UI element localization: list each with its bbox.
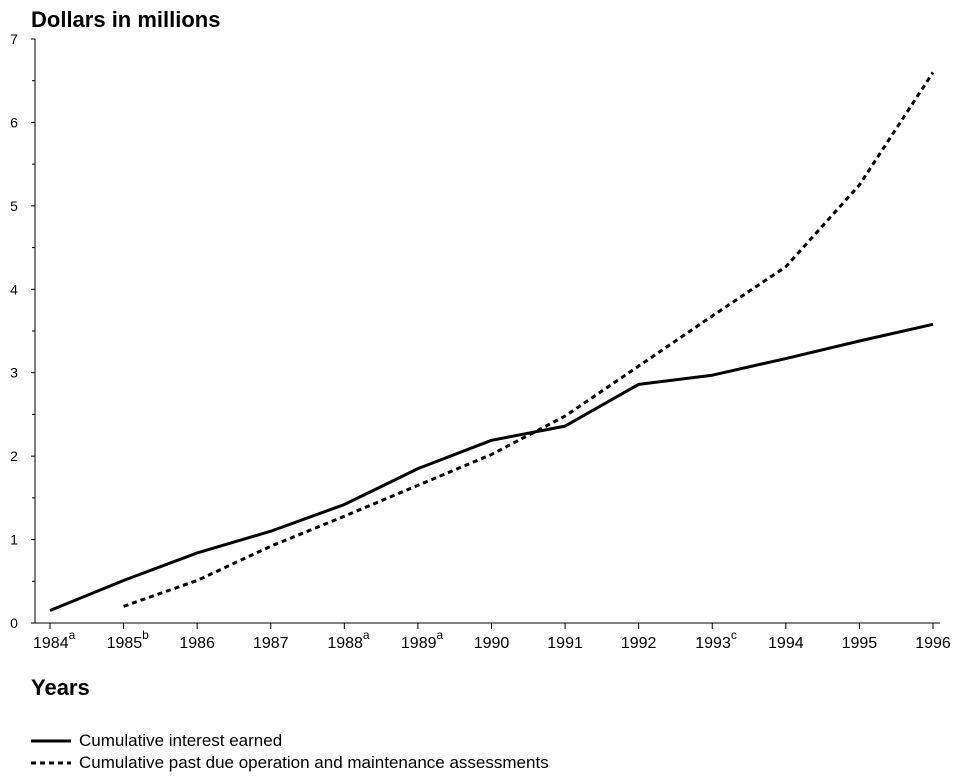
x-tick-label: 1995 xyxy=(842,635,878,652)
legend-item-interest: Cumulative interest earned xyxy=(31,730,549,752)
x-tick-label: 1996 xyxy=(915,635,951,652)
x-tick-label: 1987 xyxy=(253,635,289,652)
x-axis-title: Years xyxy=(31,675,90,700)
x-tick-label: 1984a xyxy=(33,628,76,652)
x-tick-label: 1988a xyxy=(327,628,370,652)
series-line-assessments xyxy=(123,71,935,608)
y-tick-label: 3 xyxy=(10,365,18,381)
legend-swatch-solid xyxy=(31,739,71,743)
y-tick-label: 5 xyxy=(10,198,18,214)
x-tick-label: 1991 xyxy=(547,635,583,652)
y-tick-label: 0 xyxy=(10,615,18,631)
legend-item-assessments: Cumulative past due operation and mainte… xyxy=(31,752,549,774)
y-tick-label: 1 xyxy=(10,532,18,548)
y-axis-ticks: 0 1 2 3 4 5 6 7 xyxy=(10,31,35,631)
series-lines xyxy=(49,71,935,612)
series-line-interest xyxy=(49,322,934,612)
chart-axes xyxy=(34,39,940,624)
y-tick-label: 6 xyxy=(10,114,18,130)
y-axis-title: Dollars in millions xyxy=(31,7,221,32)
x-tick-label: 1985b xyxy=(107,628,150,652)
x-tick-label: 1994 xyxy=(768,635,804,652)
x-tick-label: 1989a xyxy=(401,628,444,652)
x-tick-label: 1990 xyxy=(474,635,510,652)
legend-label-interest: Cumulative interest earned xyxy=(79,731,283,750)
legend-label-assessments: Cumulative past due operation and mainte… xyxy=(79,753,549,772)
x-tick-label: 1992 xyxy=(621,635,657,652)
x-tick-label: 1986 xyxy=(179,635,215,652)
y-tick-label: 2 xyxy=(10,448,18,464)
y-tick-label: 4 xyxy=(10,281,18,297)
x-axis-ticks: 1984a 1985b 1986 1987 1988a 1989a 1990 1991 1992… xyxy=(33,623,951,652)
legend: Cumulative interest earned Cumulative pa… xyxy=(31,730,549,774)
x-tick-label: 1993c xyxy=(695,628,737,652)
legend-swatch-dotted xyxy=(31,761,71,765)
y-tick-label: 7 xyxy=(10,31,18,47)
